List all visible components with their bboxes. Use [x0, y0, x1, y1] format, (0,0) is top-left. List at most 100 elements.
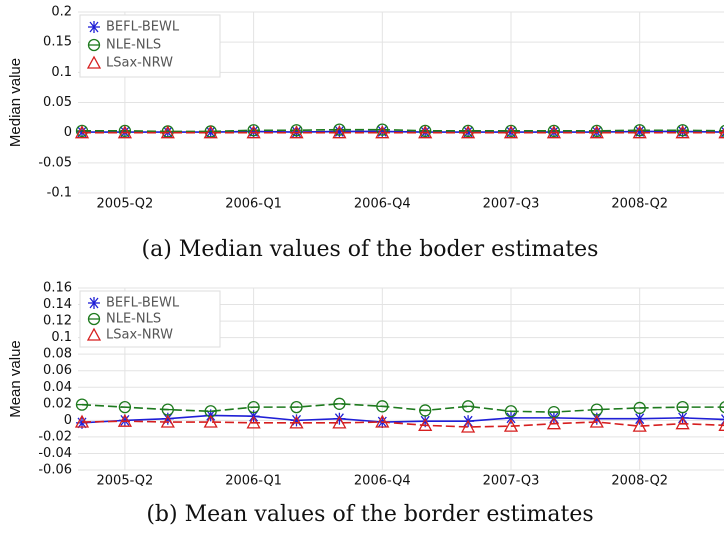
x-tick-label: 2005-Q2 [97, 474, 154, 489]
y-tick-label: -0.05 [38, 155, 72, 170]
data-point [246, 125, 261, 139]
data-point [118, 400, 132, 414]
data-point [546, 416, 561, 430]
data-point [675, 125, 690, 139]
y-tick-label: 0 [64, 125, 72, 140]
x-tick-label: 2008-Q2 [611, 474, 668, 489]
data-point [461, 400, 475, 413]
plot-area [74, 123, 724, 139]
data-point [332, 415, 347, 429]
legend-label: NLE-NLS [106, 38, 161, 53]
series-line [82, 128, 724, 133]
data-point [117, 413, 132, 427]
data-point [632, 418, 647, 432]
y-tick-label: -0.04 [38, 446, 72, 461]
data-point [505, 411, 517, 424]
data-point [419, 404, 432, 417]
legend-label: LSax-NRW [106, 328, 173, 343]
x-tick-label: 2005-Q2 [97, 197, 154, 212]
y-tick-label: 0.2 [51, 5, 72, 20]
y-tick-label: -0.02 [38, 429, 72, 444]
caption: (a) Median values of the boder estimates [142, 237, 599, 262]
data-point [88, 21, 100, 33]
data-point [589, 414, 604, 428]
data-point [160, 125, 175, 139]
data-point [74, 125, 90, 139]
y-tick-label: 0.02 [43, 396, 72, 411]
legend-label: BEFL-BEWL [106, 20, 180, 35]
x-tick-label: 2007-Q3 [483, 474, 540, 489]
chart: 0.2 0.15 0.1 0.05 0 -0.05 -0.1 2005-Q2 2006-Q1 20… [7, 5, 724, 262]
legend-box [79, 14, 221, 78]
y-tick-label: 0.16 [43, 281, 72, 296]
data-point [290, 400, 303, 414]
data-point [333, 123, 346, 136]
y-axis-label: Mean value [7, 340, 24, 418]
y-tick-label: 0.14 [43, 297, 72, 312]
data-point [203, 125, 218, 139]
data-point [333, 397, 346, 410]
data-point [290, 414, 303, 427]
data-point [461, 125, 476, 139]
data-point [247, 400, 260, 414]
data-point [719, 124, 724, 137]
series-line [81, 403, 724, 413]
data-point [418, 417, 433, 431]
data-point [503, 418, 519, 432]
data-point [633, 412, 646, 425]
y-axis-label: Median value [7, 58, 24, 147]
series-line [81, 414, 724, 424]
caption: (b) Mean values of the border estimates [146, 502, 593, 527]
x-tick-label: 2006-Q1 [225, 197, 282, 212]
legend-box [79, 290, 221, 348]
data-point [160, 414, 175, 428]
data-point [589, 125, 604, 139]
data-point [117, 125, 132, 139]
data-point [461, 419, 476, 433]
x-tick-label: 2006-Q4 [354, 474, 411, 489]
y-tick-label: 0.15 [43, 35, 72, 50]
data-point [246, 415, 261, 429]
data-point [290, 124, 303, 137]
x-tick-label: 2006-Q4 [354, 197, 411, 212]
y-tick-label: 0 [64, 413, 72, 428]
data-point [86, 55, 102, 69]
data-point [332, 125, 347, 139]
data-point [289, 415, 304, 429]
data-point [718, 420, 724, 431]
data-point [75, 398, 89, 411]
legend: BEFL-BEWL NLE-NLS LSax-NRW [79, 14, 221, 78]
data-point [504, 405, 518, 418]
data-point [675, 416, 690, 430]
x-tick-label: 2008-Q2 [611, 197, 668, 212]
data-point [719, 401, 724, 414]
y-tick-label: 0.08 [43, 347, 72, 362]
x-tick-label: 2007-Q3 [483, 197, 540, 212]
data-point [632, 125, 647, 139]
data-point [74, 414, 90, 428]
data-point [289, 125, 304, 139]
data-point [418, 125, 433, 139]
data-point [546, 125, 561, 139]
data-point [633, 401, 646, 415]
data-point [87, 38, 101, 52]
x-tick-label: 2006-Q1 [225, 474, 282, 489]
data-point [88, 297, 100, 309]
legend-label: NLE-NLS [106, 312, 161, 327]
data-point [375, 125, 390, 139]
y-tick-label: 0.1 [51, 65, 72, 80]
data-point [376, 400, 389, 413]
data-point [718, 128, 724, 139]
chart: 0.160.14 0.120.1 0.080.06 0.040.02 0-0.02 -0.… [7, 281, 724, 527]
data-point [375, 414, 390, 428]
legend-label: LSax-NRW [106, 56, 173, 71]
plot-area [74, 397, 724, 433]
data-point [86, 327, 102, 341]
y-tick-label: 0.05 [43, 95, 72, 110]
data-point [87, 312, 101, 326]
data-point [203, 414, 218, 428]
data-point [376, 123, 389, 136]
y-tick-label: -0.1 [47, 186, 72, 201]
